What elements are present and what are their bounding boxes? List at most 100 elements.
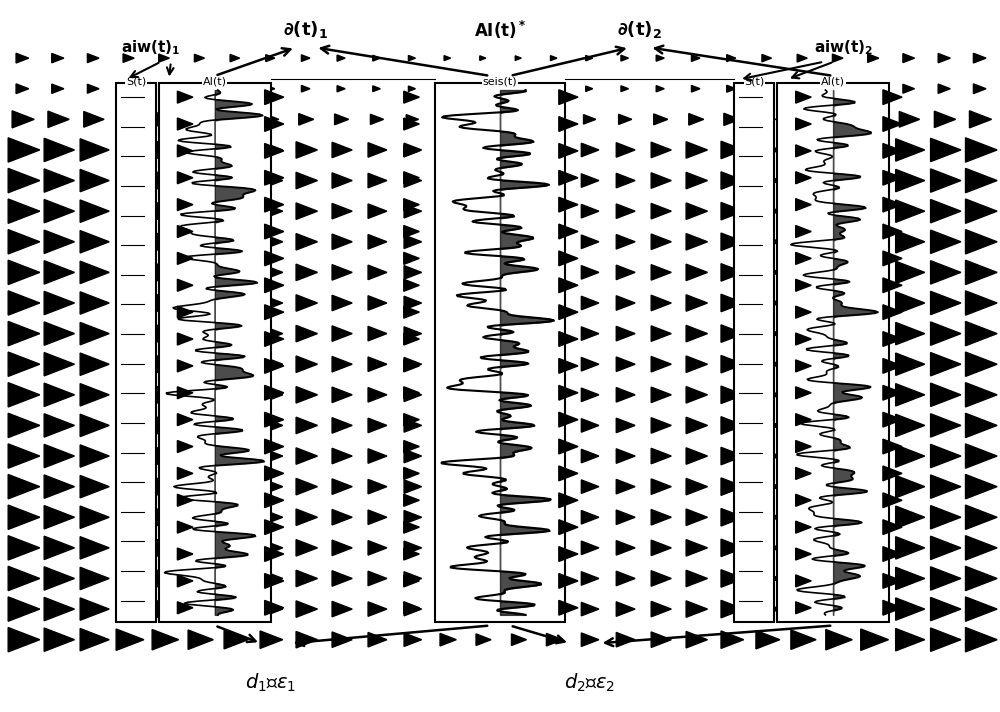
Polygon shape bbox=[265, 466, 284, 481]
Polygon shape bbox=[404, 235, 422, 248]
Polygon shape bbox=[794, 112, 812, 126]
Polygon shape bbox=[404, 602, 419, 614]
Polygon shape bbox=[868, 54, 879, 63]
Polygon shape bbox=[404, 333, 419, 345]
Polygon shape bbox=[686, 172, 707, 189]
Polygon shape bbox=[651, 510, 671, 525]
Polygon shape bbox=[796, 387, 811, 399]
Polygon shape bbox=[616, 418, 635, 433]
Polygon shape bbox=[883, 493, 902, 508]
Polygon shape bbox=[616, 204, 635, 219]
Polygon shape bbox=[44, 567, 74, 590]
Polygon shape bbox=[791, 446, 816, 466]
Polygon shape bbox=[546, 266, 563, 278]
Polygon shape bbox=[826, 599, 852, 619]
Polygon shape bbox=[559, 412, 578, 427]
Polygon shape bbox=[476, 358, 491, 370]
Polygon shape bbox=[188, 355, 213, 374]
Polygon shape bbox=[266, 55, 275, 62]
Polygon shape bbox=[368, 418, 387, 433]
Polygon shape bbox=[559, 466, 578, 481]
Text: S(t): S(t) bbox=[744, 76, 764, 86]
Polygon shape bbox=[686, 142, 707, 158]
Polygon shape bbox=[651, 326, 671, 341]
Polygon shape bbox=[756, 202, 780, 221]
Polygon shape bbox=[581, 541, 599, 555]
Polygon shape bbox=[8, 352, 40, 377]
Polygon shape bbox=[931, 322, 961, 345]
Polygon shape bbox=[861, 598, 888, 619]
Polygon shape bbox=[337, 85, 345, 92]
Polygon shape bbox=[116, 140, 144, 161]
Polygon shape bbox=[332, 418, 352, 433]
Polygon shape bbox=[581, 633, 599, 646]
Polygon shape bbox=[8, 444, 40, 468]
Polygon shape bbox=[368, 204, 387, 219]
Polygon shape bbox=[896, 231, 925, 253]
Polygon shape bbox=[52, 53, 64, 63]
Polygon shape bbox=[791, 201, 816, 221]
Polygon shape bbox=[861, 231, 888, 253]
Polygon shape bbox=[727, 85, 736, 93]
Polygon shape bbox=[152, 599, 179, 619]
Polygon shape bbox=[511, 297, 526, 309]
Polygon shape bbox=[546, 511, 563, 523]
Polygon shape bbox=[296, 295, 317, 311]
Polygon shape bbox=[548, 115, 560, 124]
Polygon shape bbox=[80, 537, 109, 559]
Polygon shape bbox=[559, 520, 578, 535]
Polygon shape bbox=[686, 448, 707, 464]
Polygon shape bbox=[559, 90, 578, 105]
Polygon shape bbox=[404, 511, 422, 524]
Polygon shape bbox=[616, 571, 635, 586]
Polygon shape bbox=[796, 226, 811, 238]
Polygon shape bbox=[896, 629, 925, 651]
Polygon shape bbox=[332, 326, 352, 341]
Polygon shape bbox=[796, 333, 811, 345]
Polygon shape bbox=[44, 597, 74, 621]
Polygon shape bbox=[404, 172, 419, 184]
Polygon shape bbox=[404, 306, 419, 318]
Polygon shape bbox=[188, 538, 213, 557]
Polygon shape bbox=[368, 387, 387, 402]
Polygon shape bbox=[404, 521, 419, 533]
Polygon shape bbox=[152, 568, 179, 589]
Polygon shape bbox=[896, 445, 925, 467]
Polygon shape bbox=[797, 85, 807, 93]
Polygon shape bbox=[152, 446, 179, 466]
Polygon shape bbox=[931, 506, 961, 529]
Polygon shape bbox=[368, 234, 387, 249]
Polygon shape bbox=[87, 53, 99, 63]
Polygon shape bbox=[756, 355, 780, 373]
Polygon shape bbox=[651, 173, 671, 188]
Polygon shape bbox=[265, 385, 284, 400]
Polygon shape bbox=[559, 251, 578, 266]
Polygon shape bbox=[686, 387, 707, 403]
Polygon shape bbox=[152, 476, 179, 497]
Polygon shape bbox=[616, 295, 635, 310]
Polygon shape bbox=[404, 480, 422, 493]
Polygon shape bbox=[861, 506, 888, 528]
Polygon shape bbox=[826, 262, 852, 283]
Polygon shape bbox=[152, 323, 179, 344]
Polygon shape bbox=[265, 439, 284, 454]
Polygon shape bbox=[368, 295, 387, 310]
Polygon shape bbox=[188, 324, 213, 343]
Polygon shape bbox=[896, 598, 925, 620]
Polygon shape bbox=[966, 229, 997, 254]
Polygon shape bbox=[404, 541, 422, 555]
Polygon shape bbox=[12, 111, 34, 128]
Polygon shape bbox=[686, 601, 707, 617]
Polygon shape bbox=[826, 476, 852, 497]
Polygon shape bbox=[8, 505, 40, 530]
Polygon shape bbox=[721, 417, 744, 434]
Text: $\mathbf{aiw(t)_2}$: $\mathbf{aiw(t)_2}$ bbox=[814, 38, 874, 57]
Polygon shape bbox=[265, 332, 284, 347]
Polygon shape bbox=[791, 385, 816, 404]
Polygon shape bbox=[159, 54, 169, 62]
Polygon shape bbox=[52, 84, 64, 93]
Text: S(t): S(t) bbox=[126, 76, 146, 86]
Polygon shape bbox=[559, 170, 578, 185]
Polygon shape bbox=[651, 602, 671, 617]
Polygon shape bbox=[969, 111, 992, 128]
